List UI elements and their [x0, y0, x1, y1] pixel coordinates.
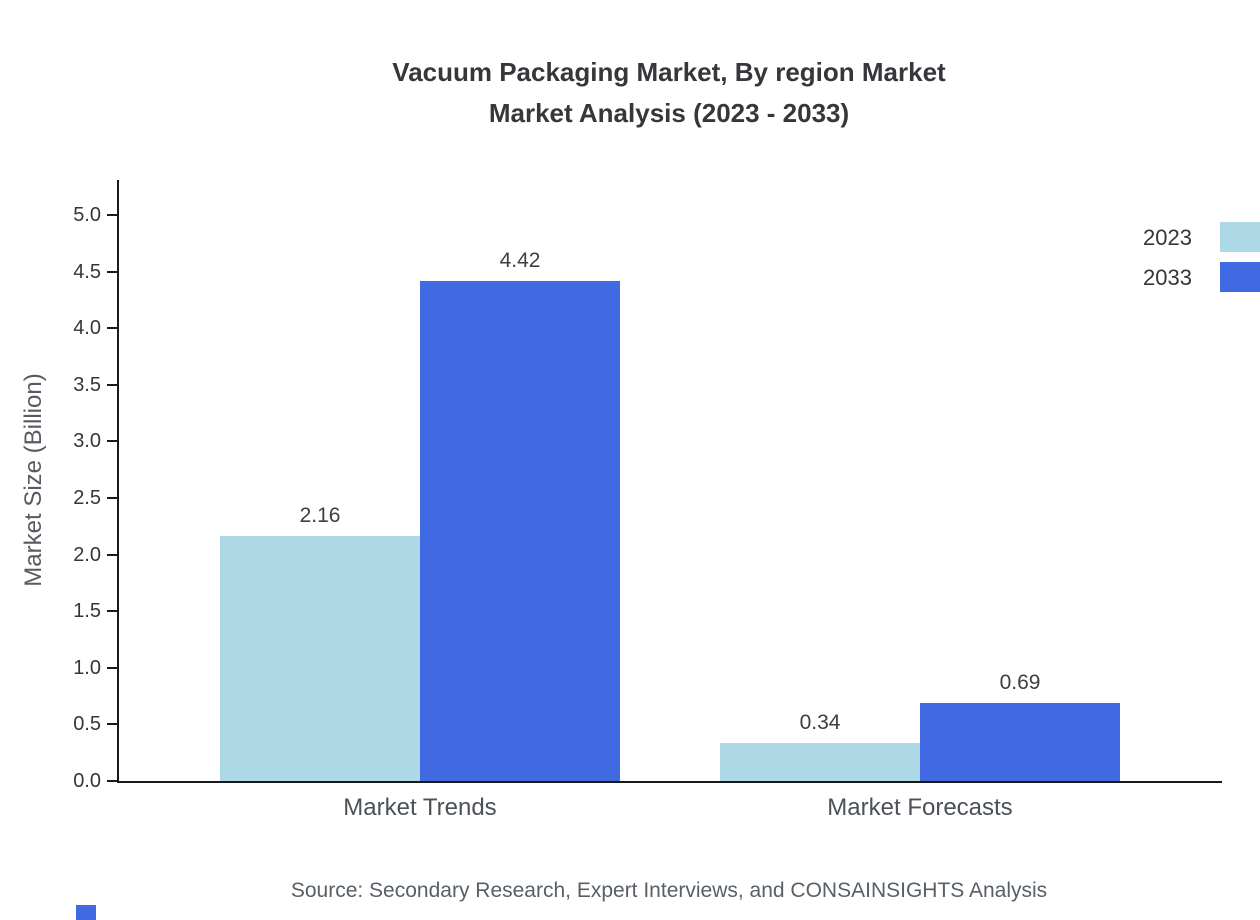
bar-2023-market-trends — [220, 536, 420, 781]
y-tick-label: 3.0 — [73, 430, 101, 453]
y-tick-mark — [107, 327, 117, 330]
y-tick-label: 0.0 — [73, 770, 101, 792]
x-category-label-market-forecasts: Market Forecasts — [827, 794, 1013, 821]
y-tick-label: 1.0 — [73, 656, 101, 679]
legend-label-2033: 2033 — [1143, 265, 1192, 290]
x-category-label-market-trends: Market Trends — [343, 794, 497, 821]
y-tick-mark — [107, 553, 117, 556]
y-tick-mark — [107, 780, 117, 782]
y-tick-mark — [107, 383, 117, 386]
y-tick-label: 4.0 — [73, 317, 101, 340]
y-tick-mark — [107, 214, 117, 216]
bar-2023-market-forecasts — [720, 742, 920, 781]
legend-swatch-2023 — [1220, 222, 1260, 252]
y-tick-label: 5.0 — [73, 204, 101, 226]
y-tick-mark — [107, 666, 117, 669]
y-tick-label: 2.5 — [73, 487, 101, 509]
y-tick-label: 3.5 — [73, 373, 101, 396]
source-attribution: Source: Secondary Research, Expert Inter… — [290, 879, 1048, 902]
y-tick-label: 2.0 — [73, 543, 101, 566]
chart-title-line2: Market Analysis (2023 - 2033) — [488, 98, 850, 128]
y-tick-mark — [107, 723, 117, 726]
y-axis-line — [117, 180, 119, 783]
y-tick-label: 1.5 — [73, 600, 101, 623]
legend-label-2023: 2023 — [1143, 225, 1192, 250]
bar-value-label: 0.34 — [799, 710, 841, 734]
chart-title: Vacuum Packaging Market, By region Marke… — [118, 52, 1220, 134]
bar-value-label: 4.42 — [499, 248, 541, 272]
y-tick-mark — [107, 270, 117, 273]
bar-2033-market-forecasts — [920, 702, 1120, 781]
logo-mark — [76, 905, 96, 920]
bar-value-label: 2.16 — [299, 504, 341, 528]
bar-value-label: 0.69 — [999, 670, 1041, 694]
chart-title-line1: Vacuum Packaging Market, By region Marke… — [392, 57, 946, 87]
y-tick-mark — [107, 497, 117, 499]
y-tick-mark — [107, 610, 117, 613]
bar-2033-market-trends — [420, 280, 620, 781]
x-axis-line — [117, 781, 1222, 783]
y-tick-label: 4.5 — [73, 260, 101, 283]
y-tick-mark — [107, 440, 117, 443]
y-tick-label: 0.5 — [73, 713, 101, 736]
legend-swatch-2033 — [1220, 262, 1260, 292]
